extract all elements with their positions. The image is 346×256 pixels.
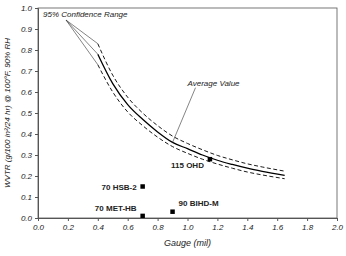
tick: 0.1 — [21, 193, 38, 202]
plot-marks — [98, 44, 285, 218]
tick: 0.6 — [123, 218, 135, 232]
data-point — [208, 157, 213, 162]
tick: 0.9 — [21, 25, 38, 34]
tick: 1.6 — [272, 218, 284, 232]
tick-mark — [35, 71, 38, 72]
tick: 1.4 — [242, 218, 254, 232]
tick-label: 2.0 — [331, 223, 344, 232]
tick: 0.8 — [21, 46, 38, 55]
annotation: Average Value — [187, 79, 241, 88]
tick: 1.0 — [182, 218, 194, 232]
annotation-pointer — [66, 20, 98, 44]
tick: 0.4 — [93, 218, 105, 232]
tick-mark — [217, 218, 218, 221]
tick-label: 1.4 — [242, 223, 254, 232]
tick-mark — [35, 218, 38, 219]
tick-mark — [307, 218, 308, 221]
annotation-pointer — [66, 20, 98, 54]
tick-mark — [188, 218, 189, 221]
tick-mark — [35, 176, 38, 177]
plot-frame — [38, 8, 337, 218]
tick-mark — [35, 134, 38, 135]
tick: 0.6 — [21, 88, 38, 97]
tick: 1.2 — [212, 218, 224, 232]
tick-label: 0.6 — [21, 88, 33, 97]
tick: 0.8 — [153, 218, 165, 232]
tick: 2.0 — [331, 218, 344, 232]
labels: 70 HSB-2 70 MET-HB 90 BIHD-M 115 OHD — [95, 161, 219, 213]
x-axis-title: Gauge (mil) — [164, 238, 211, 248]
annotation-pointer — [173, 88, 196, 143]
tick-mark — [35, 8, 38, 9]
y-axis-title: WVTR (g/100 in²/24 hr) @ 100°F, 90% RH — [3, 38, 12, 188]
x-axis: 0.0 0.2 0.4 0.6 0.8 1.0 1.2 1.4 1.6 1.8 2.0 — [33, 218, 344, 232]
tick-mark — [247, 218, 248, 221]
tick-mark — [35, 197, 38, 198]
tick-label: 1.6 — [272, 223, 284, 232]
tick-label: 0.3 — [21, 151, 33, 160]
tick-label: 0.8 — [21, 46, 33, 55]
tick: 1.0 — [21, 4, 38, 13]
tick: 0.4 — [21, 130, 38, 139]
tick-mark — [35, 113, 38, 114]
point-label: 70 MET-HB — [95, 204, 137, 213]
data-point — [170, 209, 175, 214]
tick-mark — [337, 218, 338, 221]
tick-label: 0.4 — [21, 130, 33, 139]
average-line — [98, 54, 285, 175]
tick: 0.5 — [21, 109, 38, 118]
tick-mark — [35, 29, 38, 30]
tick-label: 0.7 — [21, 67, 33, 76]
tick-label: 0.4 — [93, 223, 105, 232]
tick-label: 1.2 — [212, 223, 224, 232]
tick: 0.2 — [63, 218, 75, 232]
tick-label: 0.2 — [21, 172, 33, 181]
data-point — [140, 184, 145, 189]
chart: 0.00.20.40.60.81.01.21.41.61.82.00.00.10… — [0, 0, 346, 256]
tick-label: 0.5 — [21, 109, 33, 118]
tick-mark — [35, 92, 38, 93]
point-label: 115 OHD — [171, 161, 204, 170]
point-label: 90 BIHD-M — [179, 199, 219, 208]
tick: 0.3 — [21, 151, 38, 160]
tick-label: 0.6 — [123, 223, 135, 232]
tick-mark — [68, 218, 69, 221]
tick-label: 0.1 — [21, 193, 32, 202]
tick-mark — [98, 218, 99, 221]
tick-mark — [158, 218, 159, 221]
tick-label: 1.0 — [182, 223, 194, 232]
tick: 1.8 — [302, 218, 314, 232]
tick-label: 0.9 — [21, 25, 33, 34]
tick-mark — [128, 218, 129, 221]
tick-mark — [35, 50, 38, 51]
tick: 0.0 — [33, 218, 45, 232]
axis-line — [39, 219, 338, 222]
confidence-line — [98, 44, 285, 171]
confidence-line — [98, 65, 285, 179]
tick: 0.0 — [21, 214, 38, 223]
data-point — [140, 214, 145, 218]
tick-mark — [277, 218, 278, 221]
annotation-pointer — [66, 20, 98, 65]
y-axis: 0.0 0.1 0.2 0.3 0.4 0.5 0.6 0.7 0.8 0.9 1.0 — [21, 4, 39, 223]
tick-label: 0.8 — [153, 223, 165, 232]
tick-label: 0.0 — [21, 214, 33, 223]
tick: 0.7 — [21, 67, 38, 76]
tick: 0.2 — [21, 172, 38, 181]
tick-label: 0.2 — [63, 223, 75, 232]
tick-label: 0.0 — [33, 223, 45, 232]
point-label: 70 HSB-2 — [102, 183, 138, 192]
axis-line — [35, 9, 39, 219]
tick-label: 1.0 — [21, 4, 33, 13]
annotation: 95% Confidence Range — [43, 10, 128, 19]
tick-label: 1.8 — [302, 223, 314, 232]
tick-mark — [35, 155, 38, 156]
annotations: 95% Confidence Range Average Value — [43, 10, 240, 142]
